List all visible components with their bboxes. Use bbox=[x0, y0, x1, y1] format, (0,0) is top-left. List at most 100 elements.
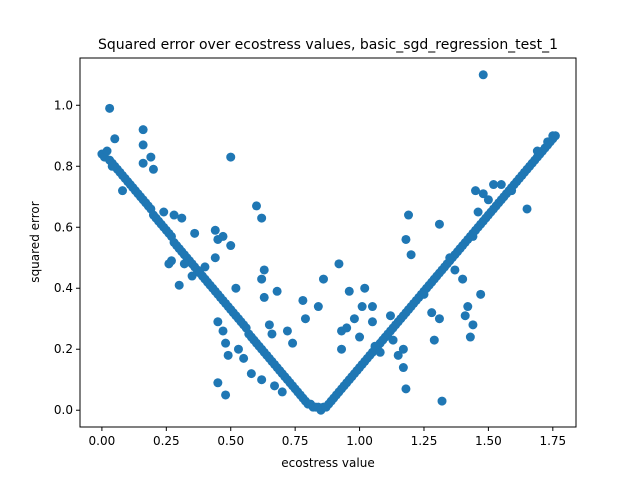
data-point bbox=[468, 231, 478, 241]
data-point bbox=[259, 292, 269, 302]
data-point bbox=[210, 253, 220, 263]
data-point bbox=[277, 387, 287, 397]
x-tick-label: 1.00 bbox=[346, 434, 373, 448]
data-point bbox=[190, 228, 200, 238]
data-point bbox=[169, 210, 179, 220]
y-axis-label: squared error bbox=[28, 201, 42, 282]
data-point bbox=[483, 195, 493, 205]
data-point bbox=[450, 265, 460, 275]
data-point bbox=[357, 302, 367, 312]
data-point bbox=[105, 103, 115, 113]
data-point bbox=[342, 323, 352, 333]
data-point bbox=[360, 283, 370, 293]
data-point bbox=[259, 265, 269, 275]
data-point bbox=[445, 253, 455, 263]
data-point bbox=[393, 350, 403, 360]
x-axis-label: ecostress value bbox=[281, 456, 374, 470]
plot-frame bbox=[79, 57, 577, 428]
data-point bbox=[465, 332, 475, 342]
data-point bbox=[543, 137, 553, 147]
data-point bbox=[257, 375, 267, 385]
data-point bbox=[489, 180, 499, 190]
data-point bbox=[349, 314, 359, 324]
data-point bbox=[146, 152, 156, 162]
x-tick-label: 1.25 bbox=[411, 434, 438, 448]
data-point bbox=[401, 384, 411, 394]
data-point bbox=[221, 390, 231, 400]
data-point bbox=[270, 381, 280, 391]
data-point bbox=[434, 219, 444, 229]
data-point bbox=[398, 344, 408, 354]
data-point bbox=[344, 286, 354, 296]
data-point bbox=[159, 207, 169, 217]
data-point bbox=[398, 363, 408, 373]
data-point bbox=[252, 201, 261, 211]
data-point bbox=[272, 286, 282, 296]
data-point bbox=[210, 225, 220, 235]
data-point bbox=[437, 396, 447, 406]
data-point bbox=[532, 146, 542, 156]
data-point bbox=[200, 262, 210, 272]
data-point bbox=[267, 329, 277, 339]
data-point bbox=[406, 250, 416, 260]
data-point bbox=[174, 280, 184, 290]
data-point bbox=[138, 140, 148, 150]
data-point bbox=[388, 335, 398, 345]
y-tick-label: 0.6 bbox=[54, 220, 73, 234]
data-point bbox=[226, 241, 236, 251]
data-point bbox=[107, 161, 117, 171]
data-point bbox=[221, 338, 231, 348]
data-point bbox=[468, 320, 478, 330]
data-point bbox=[257, 213, 267, 223]
x-tick-label: 1.50 bbox=[475, 434, 502, 448]
x-tick-label: 0.50 bbox=[217, 434, 244, 448]
data-point bbox=[239, 353, 249, 363]
data-point bbox=[138, 125, 148, 135]
data-point bbox=[213, 378, 223, 388]
data-point bbox=[177, 213, 187, 223]
data-point bbox=[478, 189, 488, 199]
data-point bbox=[226, 152, 236, 162]
data-point bbox=[385, 311, 395, 321]
data-point bbox=[288, 338, 298, 348]
data-point bbox=[179, 259, 189, 269]
data-point bbox=[318, 274, 328, 284]
x-tick-label: 0.00 bbox=[89, 434, 116, 448]
data-point bbox=[476, 289, 486, 299]
data-point bbox=[478, 70, 488, 80]
data-point bbox=[231, 283, 241, 293]
data-point bbox=[507, 186, 517, 196]
data-point bbox=[429, 335, 439, 345]
data-point bbox=[355, 332, 365, 342]
data-point bbox=[298, 295, 308, 305]
x-axis-ticks: 0.00 0.25 0.50 0.75 1.00 1.25 1.50 1.75 bbox=[89, 427, 566, 448]
y-tick-label: 0.8 bbox=[54, 159, 73, 173]
data-point bbox=[118, 186, 128, 196]
data-point bbox=[370, 341, 380, 351]
chart-title: Squared error over ecostress values, bas… bbox=[98, 37, 558, 53]
data-points bbox=[97, 70, 560, 415]
data-point bbox=[102, 146, 112, 156]
data-point bbox=[367, 302, 377, 312]
data-point bbox=[282, 326, 292, 336]
data-point bbox=[427, 308, 437, 318]
data-point bbox=[458, 274, 468, 284]
data-point bbox=[246, 369, 256, 379]
y-tick-label: 1.0 bbox=[54, 98, 73, 112]
data-point bbox=[471, 186, 481, 196]
data-point bbox=[496, 180, 506, 190]
x-tick-label: 1.75 bbox=[539, 434, 566, 448]
data-point bbox=[334, 259, 344, 269]
y-tick-label: 0.0 bbox=[54, 403, 73, 417]
data-point bbox=[460, 311, 470, 321]
data-point bbox=[138, 158, 148, 168]
data-point bbox=[401, 234, 411, 244]
data-point bbox=[233, 344, 243, 354]
data-point bbox=[434, 314, 444, 324]
data-point bbox=[218, 326, 228, 336]
data-point bbox=[164, 259, 174, 269]
data-point bbox=[313, 302, 323, 312]
data-point bbox=[404, 210, 414, 220]
